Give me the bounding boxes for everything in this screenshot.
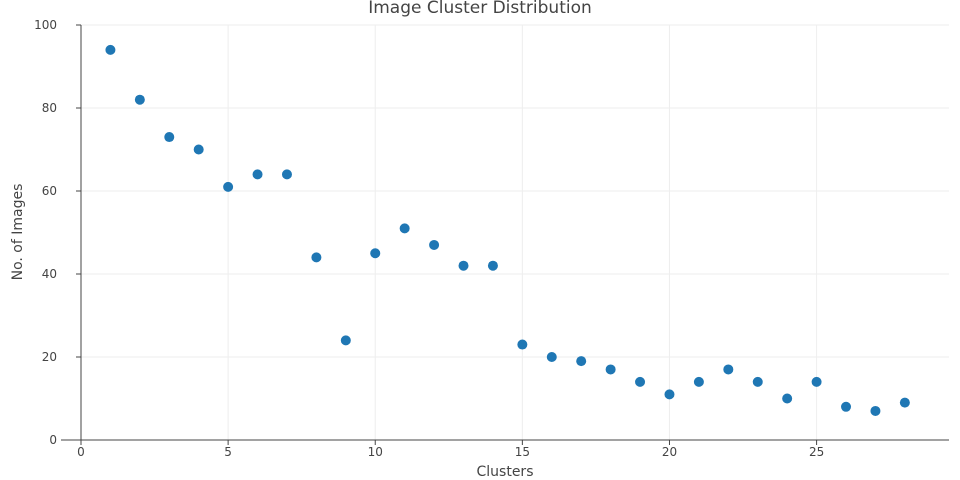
data-point[interactable] — [399, 223, 410, 234]
data-point[interactable] — [223, 181, 234, 192]
data-point[interactable] — [340, 335, 351, 346]
grid-layer — [81, 24, 949, 440]
data-point[interactable] — [458, 260, 469, 271]
x-tick-label: 0 — [77, 445, 85, 459]
x-tick-label: 10 — [368, 445, 383, 459]
data-point[interactable] — [311, 252, 322, 263]
data-point[interactable] — [517, 339, 528, 350]
data-point[interactable] — [429, 239, 440, 250]
data-point[interactable] — [605, 364, 616, 375]
data-point[interactable] — [870, 405, 881, 416]
data-point[interactable] — [811, 376, 822, 387]
x-tick-label: 15 — [515, 445, 530, 459]
data-point[interactable] — [576, 356, 587, 367]
y-tick-label: 100 — [34, 18, 57, 32]
data-point[interactable] — [252, 169, 263, 180]
y-tick-label: 60 — [42, 184, 57, 198]
data-point[interactable] — [782, 393, 793, 404]
data-point[interactable] — [841, 401, 852, 412]
y-tick-label: 80 — [42, 101, 57, 115]
axes-layer — [61, 25, 949, 441]
data-point[interactable] — [193, 144, 204, 155]
y-tick-label: 20 — [42, 350, 57, 364]
data-point[interactable] — [134, 94, 145, 105]
data-point[interactable] — [635, 376, 646, 387]
data-point[interactable] — [105, 44, 116, 55]
y-tick-label: 0 — [49, 433, 57, 447]
data-point[interactable] — [664, 389, 675, 400]
y-tick-label: 40 — [42, 267, 57, 281]
data-point[interactable] — [693, 376, 704, 387]
x-tick-label: 20 — [662, 445, 677, 459]
data-point[interactable] — [899, 397, 910, 408]
data-point[interactable] — [281, 169, 292, 180]
data-point[interactable] — [546, 352, 557, 362]
data-point[interactable] — [164, 132, 175, 143]
x-tick-label: 25 — [809, 445, 824, 459]
chart-title: Image Cluster Distribution — [368, 0, 592, 18]
x-tick-label: 5 — [224, 445, 232, 459]
data-point[interactable] — [752, 376, 763, 387]
y-axis-title: No. of Images — [10, 184, 26, 281]
ticks-layer: 0 5 10 15 20 25 0 20 40 60 80 100 — [34, 18, 824, 459]
data-points — [105, 44, 910, 416]
data-point[interactable] — [487, 260, 498, 271]
x-axis-title: Clusters — [477, 464, 534, 480]
data-point[interactable] — [370, 248, 381, 259]
data-point[interactable] — [723, 364, 734, 375]
